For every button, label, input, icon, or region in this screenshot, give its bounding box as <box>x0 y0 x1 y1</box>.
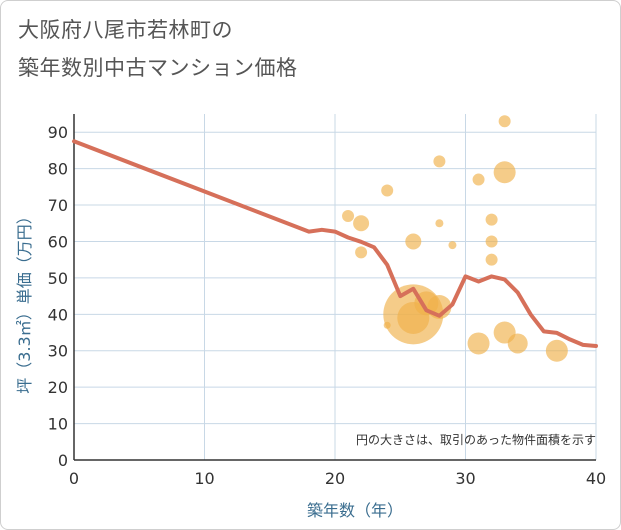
y-axis-label: 坪（3.3㎡）単価（万円） <box>15 208 34 393</box>
x-tick-label: 40 <box>586 469 606 488</box>
trend-line-layer <box>72 139 598 348</box>
x-tick-label: 0 <box>69 469 79 488</box>
bubble-point <box>355 246 368 259</box>
y-tick-label: 30 <box>48 342 68 361</box>
bubble-point <box>342 209 355 222</box>
y-tick-label: 80 <box>48 160 68 179</box>
bubble-point <box>435 219 444 228</box>
bubble-point <box>485 253 498 266</box>
y-tick-label: 40 <box>48 305 68 324</box>
bubbles <box>342 115 568 362</box>
x-tick-label: 20 <box>325 469 345 488</box>
bubble-point <box>353 215 370 232</box>
y-tick-label: 90 <box>48 123 68 142</box>
bubble-point <box>545 339 568 362</box>
grid <box>73 114 597 461</box>
bubble-point <box>467 332 490 355</box>
y-tick-label: 60 <box>48 232 68 251</box>
y-tick-label: 50 <box>48 269 68 288</box>
y-tick-label: 0 <box>58 451 68 470</box>
bubble-point <box>507 333 528 354</box>
x-tick-label: 30 <box>455 469 475 488</box>
bubble-point <box>485 235 498 248</box>
bubble-point <box>433 155 446 168</box>
x-axis-label: 築年数（年） <box>307 501 403 520</box>
bubble-point <box>493 161 516 184</box>
size-note: 円の大きさは、取引のあった物件面積を示す <box>356 432 596 447</box>
bubble-point <box>381 184 394 197</box>
y-tick-label: 10 <box>48 415 68 434</box>
y-tick-label: 20 <box>48 378 68 397</box>
y-tick-label: 70 <box>48 196 68 215</box>
ticks: 0 10 20 30 40 50 60 70 80 90 0 10 20 30 40 <box>48 123 607 488</box>
bubble-point <box>472 173 485 186</box>
bubble-point <box>485 213 498 226</box>
bubble-point <box>498 115 511 128</box>
chart-title-line1: 大阪府八尾市若林町の <box>18 18 233 42</box>
x-tick-label: 10 <box>194 469 214 488</box>
trend-line <box>72 139 598 348</box>
bubble-point <box>448 241 457 250</box>
chart-title-line2: 築年数別中古マンション価格 <box>18 56 298 80</box>
bubble-point <box>405 233 422 250</box>
